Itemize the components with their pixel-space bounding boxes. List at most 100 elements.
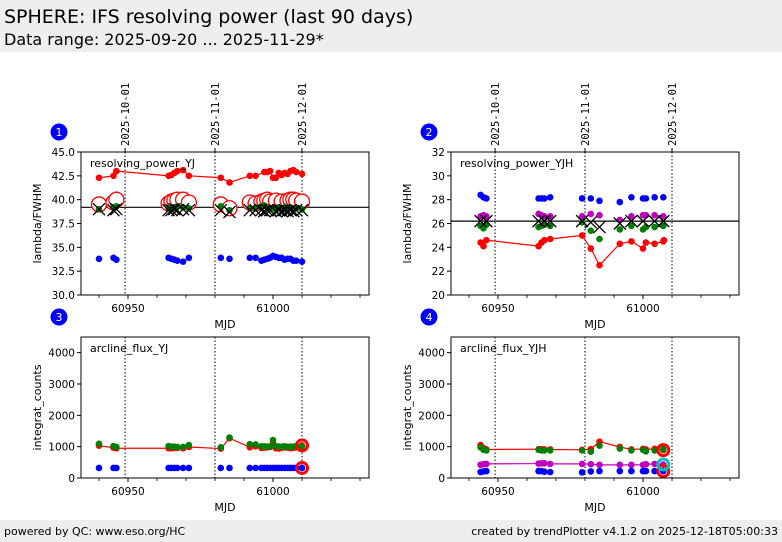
y-tick-label: 2000 bbox=[418, 410, 445, 422]
data-point bbox=[616, 226, 624, 233]
y-tick-label: 40.0 bbox=[52, 195, 75, 207]
data-point bbox=[546, 235, 554, 243]
data-point-cross bbox=[92, 202, 106, 216]
data-point bbox=[179, 464, 187, 472]
data-point bbox=[616, 240, 624, 248]
y-tick-label: 20 bbox=[432, 290, 445, 302]
data-point bbox=[546, 460, 554, 468]
data-point bbox=[298, 443, 306, 450]
data-point bbox=[578, 213, 586, 220]
x-tick-label: 60950 bbox=[481, 486, 514, 498]
panel-1: 1 2025-10-01 2025-11-01 2025-12-01 resolving… bbox=[31, 83, 370, 331]
series-line bbox=[480, 234, 665, 267]
y-tick-label: 42.5 bbox=[52, 171, 75, 183]
x-axis-label: MJD bbox=[214, 318, 235, 331]
axes-frame bbox=[450, 151, 740, 296]
x-axis-label: MJD bbox=[214, 501, 235, 514]
series-red-line bbox=[477, 438, 667, 454]
data-point bbox=[616, 198, 624, 206]
data-point bbox=[628, 467, 635, 475]
data-point bbox=[642, 467, 650, 475]
date-marker-label: 2025-10-01 bbox=[490, 83, 502, 146]
data-point bbox=[541, 468, 548, 476]
x-tick-label: 60950 bbox=[111, 303, 144, 315]
x-axis-label: MJD bbox=[584, 501, 605, 514]
series-blue-dots bbox=[477, 191, 667, 206]
axes-frame bbox=[80, 336, 370, 479]
data-point-cross bbox=[243, 203, 257, 217]
data-point bbox=[185, 204, 193, 212]
data-point-cross bbox=[214, 203, 228, 217]
data-point bbox=[95, 255, 103, 263]
data-point bbox=[266, 443, 274, 450]
latest-point-ring bbox=[656, 457, 671, 472]
data-point bbox=[298, 258, 306, 265]
date-marker-label: 2025-12-01 bbox=[667, 83, 679, 146]
data-point bbox=[246, 440, 254, 448]
data-point bbox=[587, 245, 595, 252]
plot-area bbox=[95, 434, 310, 475]
data-point bbox=[587, 460, 595, 468]
x-axis-label: MJD bbox=[584, 318, 605, 331]
series-green-dots bbox=[477, 219, 667, 243]
y-tick-label: 0 bbox=[438, 473, 445, 485]
data-point bbox=[660, 222, 667, 230]
data-point bbox=[596, 461, 603, 469]
y-tick-label: 32.5 bbox=[52, 266, 75, 278]
y-tick-label: 22 bbox=[432, 266, 445, 278]
data-point bbox=[269, 436, 277, 444]
data-point bbox=[546, 468, 554, 476]
y-tick-label: 30.0 bbox=[52, 290, 75, 302]
data-point bbox=[651, 223, 658, 231]
data-point bbox=[628, 193, 635, 201]
y-axis-label: lambda/FWHM bbox=[401, 184, 414, 264]
axes-frame bbox=[80, 151, 370, 296]
data-point-cross bbox=[176, 202, 190, 216]
data-range-subtitle: Data range: 2025-09-20 ... 2025-11-29* bbox=[4, 30, 324, 49]
data-point bbox=[616, 461, 624, 469]
series-green-dots bbox=[95, 434, 306, 451]
data-point bbox=[226, 434, 233, 441]
data-point bbox=[587, 468, 595, 475]
x-tick-label: 61000 bbox=[626, 486, 659, 498]
data-point bbox=[651, 240, 658, 248]
data-point-cross bbox=[170, 203, 184, 217]
data-point bbox=[628, 238, 635, 245]
data-point-cross bbox=[636, 214, 650, 228]
data-point bbox=[578, 447, 586, 454]
data-point bbox=[298, 170, 306, 178]
panel-title: resolving_power_YJH bbox=[460, 157, 573, 170]
data-point bbox=[252, 172, 259, 180]
date-marker-label: 2025-10-01 bbox=[120, 83, 132, 146]
panel-number-badge bbox=[50, 123, 68, 141]
data-point bbox=[185, 441, 193, 449]
data-point bbox=[596, 235, 603, 243]
data-point bbox=[651, 460, 658, 468]
data-point bbox=[642, 448, 650, 455]
data-point bbox=[226, 255, 233, 263]
y-tick-label: 3000 bbox=[48, 379, 75, 391]
plot-area bbox=[474, 191, 670, 269]
date-marker-label: 2025-12-01 bbox=[297, 83, 309, 146]
data-point bbox=[179, 166, 187, 174]
data-point bbox=[246, 172, 254, 180]
panel-title: resolving_power_YJ bbox=[90, 157, 195, 170]
data-point bbox=[113, 167, 120, 175]
y-tick-label: 2000 bbox=[48, 410, 75, 422]
series-line bbox=[480, 462, 664, 466]
data-point bbox=[95, 464, 103, 472]
data-point bbox=[578, 232, 586, 239]
data-point bbox=[483, 447, 490, 454]
data-point-cross bbox=[532, 214, 546, 228]
y-tick-label: 24 bbox=[432, 242, 446, 254]
series-blue-dots bbox=[477, 467, 667, 476]
data-point bbox=[578, 460, 586, 468]
data-point bbox=[483, 236, 490, 244]
data-point bbox=[642, 195, 650, 202]
data-point bbox=[578, 219, 586, 226]
data-point-cross bbox=[165, 203, 178, 217]
y-tick-label: 1000 bbox=[48, 442, 75, 454]
panel-3: 3 arcline_flux_YJ 0 1000 2000 3000 4000 60950 61… bbox=[31, 308, 370, 514]
page-title: SPHERE: IFS resolving power (last 90 day… bbox=[4, 6, 414, 28]
x-tick-label: 60950 bbox=[111, 486, 144, 498]
